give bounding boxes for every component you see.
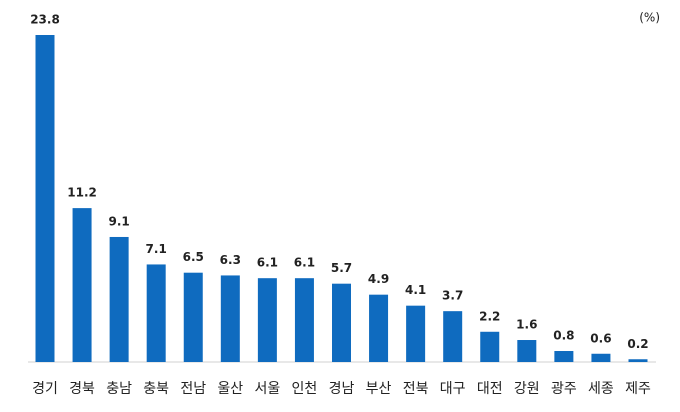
bar (183, 272, 203, 362)
value-label: 5.7 (331, 261, 352, 275)
bar (369, 294, 389, 362)
bar (332, 283, 351, 362)
value-label: 11.2 (67, 186, 97, 200)
x-tick-label: 전남 (180, 381, 206, 397)
x-tick-label: 충남 (106, 381, 132, 397)
bar (406, 305, 426, 362)
x-tick-label: 대구 (440, 381, 466, 397)
value-label: 4.9 (368, 272, 389, 286)
value-label: 6.1 (294, 256, 315, 270)
x-tick-label: 경남 (329, 381, 355, 397)
value-label: 0.8 (553, 329, 574, 343)
value-label: 6.1 (257, 256, 278, 270)
x-tick-label: 경기 (32, 381, 58, 397)
bar (146, 264, 166, 362)
bar (294, 278, 314, 362)
value-label: 2.2 (479, 309, 500, 323)
bar (628, 359, 648, 362)
x-tick-label: 경북 (69, 381, 95, 397)
value-label: 7.1 (146, 242, 167, 256)
x-tick-label: 광주 (551, 381, 577, 397)
bar (35, 35, 55, 362)
bar (517, 340, 537, 362)
value-label: 6.3 (220, 253, 241, 267)
bar (554, 351, 574, 362)
bar (220, 275, 240, 362)
value-label: 9.1 (108, 214, 129, 228)
x-tick-label: 세종 (588, 381, 614, 397)
x-tick-label: 강원 (514, 381, 540, 397)
x-tick-label: 대전 (477, 381, 503, 397)
bar (443, 311, 463, 362)
x-tick-label: 인천 (292, 381, 318, 397)
value-label: 0.6 (590, 331, 611, 345)
unit-label: (%) (639, 11, 660, 25)
x-tick-label: 울산 (217, 381, 243, 397)
bar (109, 236, 129, 362)
value-label: 0.2 (627, 337, 648, 351)
x-tick-label: 충북 (143, 381, 169, 397)
bar (591, 353, 611, 362)
bar (72, 208, 92, 362)
x-tick-label: 제주 (625, 381, 651, 397)
x-tick-label: 서울 (254, 381, 280, 397)
value-label: 23.8 (30, 13, 60, 27)
value-label: 6.5 (183, 250, 204, 264)
x-tick-label: 부산 (366, 381, 392, 397)
value-label: 3.7 (442, 289, 463, 303)
x-tick-label: 전북 (403, 381, 429, 397)
value-label: 4.1 (405, 283, 426, 297)
bar (257, 278, 277, 362)
value-label: 1.6 (516, 318, 537, 332)
bar (480, 331, 500, 362)
